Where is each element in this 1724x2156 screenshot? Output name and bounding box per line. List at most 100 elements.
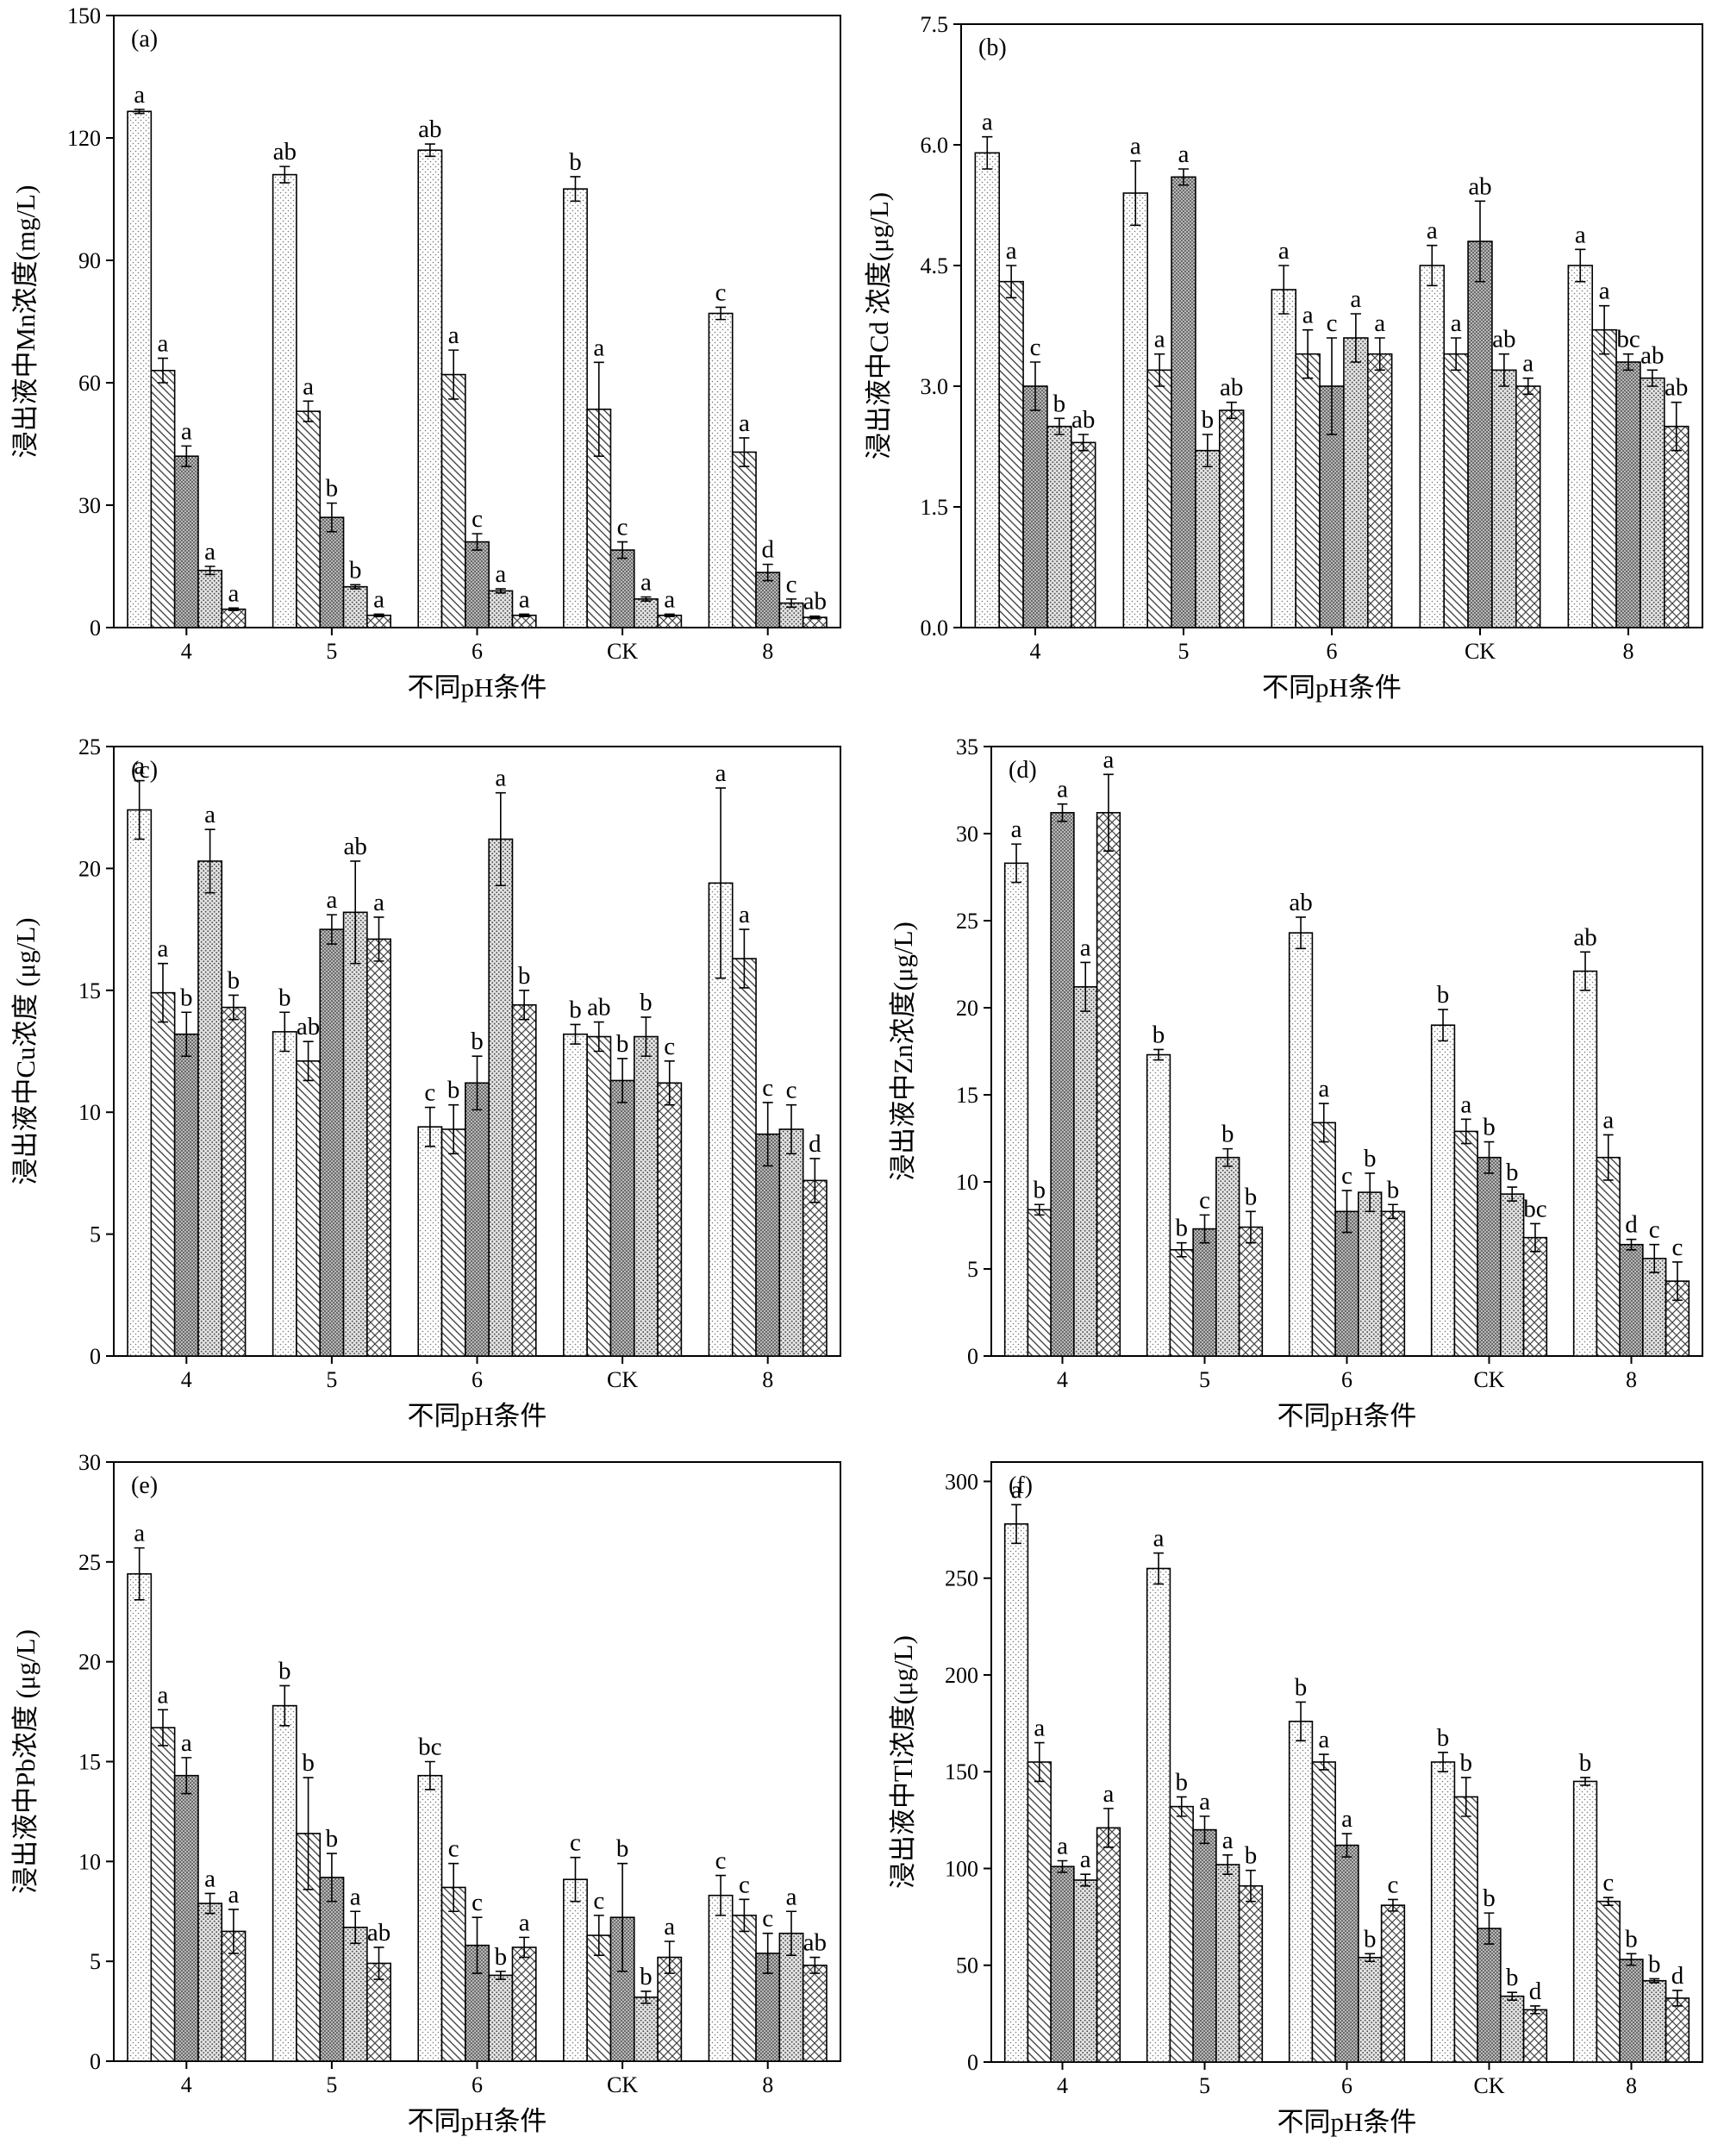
bar-s1-6 <box>1271 289 1297 628</box>
bar-s5-CK <box>657 1956 683 2062</box>
significance-letter: a <box>1522 350 1533 378</box>
bar-s3-8 <box>1619 1959 1644 2063</box>
significance-letter: bc <box>1616 326 1640 353</box>
error-bar <box>664 1060 675 1106</box>
error-bar <box>1646 369 1658 387</box>
y-tick-label: 30 <box>78 493 101 518</box>
bar-s1-6 <box>417 1126 443 1357</box>
error-bar <box>1438 1751 1448 1773</box>
error-bar <box>715 787 727 979</box>
x-tick-label: 4 <box>181 2072 192 2097</box>
error-bar <box>495 791 506 886</box>
significance-letter: c <box>617 514 628 541</box>
significance-letter: c <box>448 1835 459 1863</box>
error-bar <box>228 994 239 1021</box>
bar-s2-6 <box>1295 353 1321 628</box>
significance-letter: d <box>1625 1211 1638 1239</box>
y-tick-label: 35 <box>956 734 978 759</box>
y-tick-label: 20 <box>956 996 978 1021</box>
error-bar <box>326 1853 337 1903</box>
bar-s3-5 <box>1171 176 1196 628</box>
error-bar <box>181 1757 192 1795</box>
significance-letter: c <box>472 1889 483 1916</box>
error-bar <box>715 306 727 321</box>
bar-s2-8 <box>1591 328 1617 628</box>
bar-s5-4 <box>221 1006 247 1357</box>
bar-s3-4 <box>1022 385 1048 628</box>
significance-letter: b <box>228 966 240 994</box>
x-tick-label: 6 <box>1341 2073 1352 2098</box>
bar-s4-4 <box>197 1903 223 2062</box>
y-tick-label: 200 <box>945 1663 978 1688</box>
error-bar <box>1498 353 1509 387</box>
error-bar <box>570 1856 581 1903</box>
significance-letter: a <box>1057 776 1068 803</box>
bar-s2-CK <box>586 1934 612 2062</box>
error-bar <box>204 566 216 576</box>
error-bar <box>1080 1873 1091 1887</box>
y-axis-label: 浸出液中Zn浓度(μg/L) <box>888 922 918 1181</box>
y-tick-label: 10 <box>956 1170 978 1195</box>
y-tick-label: 5 <box>90 1222 101 1247</box>
x-tick-label: 6 <box>1327 639 1338 664</box>
significance-letter: d <box>1529 1978 1542 2005</box>
bar-s4-6 <box>488 838 514 1357</box>
significance-letter: ab <box>803 588 827 616</box>
significance-letter: ab <box>1640 341 1664 369</box>
error-bar <box>1522 377 1533 396</box>
bar-s5-8 <box>802 1964 828 2062</box>
bar-s3-6 <box>1334 1844 1359 2063</box>
error-bar <box>303 1041 314 1082</box>
x-tick-label: 4 <box>181 639 192 664</box>
significance-letter: b <box>1506 1159 1519 1186</box>
significance-letter: a <box>1057 1833 1068 1860</box>
significance-letter: b <box>1625 1925 1638 1953</box>
significance-letter: b <box>1460 1749 1473 1777</box>
bar-s3-CK <box>609 1079 635 1357</box>
significance-letter: b <box>495 1943 508 1971</box>
significance-letter: a <box>204 538 216 566</box>
x-axis-label: 不同pH条件 <box>408 2106 547 2136</box>
bar-s3-5 <box>319 1877 345 2062</box>
bar-s4-6 <box>1358 1956 1383 2063</box>
error-bar <box>1011 843 1021 884</box>
x-tick-label: 6 <box>1341 1367 1352 1392</box>
error-bar <box>350 860 361 965</box>
bar-s1-6 <box>417 1774 443 2062</box>
error-bar <box>1246 1210 1256 1244</box>
x-tick-label: 5 <box>326 1367 337 1392</box>
bar-s5-5 <box>1238 1226 1264 1357</box>
bar-s1-CK <box>563 1033 588 1357</box>
bar-s2-4 <box>1027 1209 1052 1357</box>
significance-letter: a <box>228 579 239 607</box>
bar-s4-6 <box>488 590 514 628</box>
bar-s4-4 <box>1046 425 1072 628</box>
bar-s4-5 <box>1215 1864 1240 2063</box>
error-bar <box>1006 265 1017 299</box>
bar-s2-4 <box>150 369 176 628</box>
error-bar <box>326 914 337 945</box>
error-bar <box>350 1910 361 1945</box>
error-bar <box>373 613 384 618</box>
significance-letter: c <box>715 1847 727 1875</box>
significance-letter: d <box>809 1130 821 1158</box>
bar-s2-5 <box>296 1060 322 1357</box>
error-bar <box>570 1023 581 1045</box>
error-bar <box>809 1956 821 1974</box>
significance-letter: b <box>302 1749 315 1777</box>
error-bar <box>739 928 750 989</box>
significance-letter: b <box>1648 1950 1661 1978</box>
significance-letter: a <box>1103 746 1115 773</box>
error-bar <box>1202 434 1213 468</box>
bar-s1-5 <box>1122 192 1149 628</box>
bar-s3-4 <box>173 455 199 628</box>
error-bar <box>157 1709 168 1747</box>
error-bar <box>448 349 459 400</box>
bar-s5-5 <box>366 938 391 1357</box>
bar-s2-4 <box>150 1727 176 2062</box>
y-tick-label: 10 <box>78 1100 101 1125</box>
error-bar <box>228 1909 239 1954</box>
significance-letter: a <box>373 585 384 613</box>
x-axis-label: 不同pH条件 <box>408 672 547 703</box>
